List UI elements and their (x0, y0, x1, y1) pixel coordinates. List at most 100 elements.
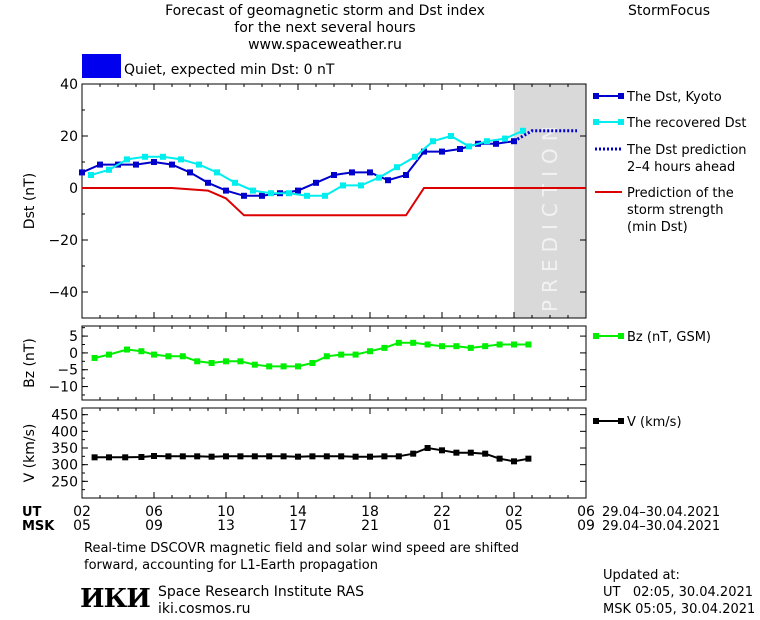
footer-note-line2: forward, accounting for L1-Earth propaga… (84, 558, 378, 573)
dst-series-1-point (394, 164, 400, 171)
dst-series-0-point (151, 159, 157, 165)
bz-chart: 50−5−10 Bz (nT) (22, 325, 587, 401)
dst-series-0-point (223, 187, 229, 194)
msk-tick-label: 13 (217, 518, 235, 534)
v-series-0-point (223, 453, 229, 460)
v-ytick-label: 350 (51, 441, 78, 457)
legend-label-5: V (km/s) (627, 415, 682, 430)
bz-series-0-point (280, 363, 287, 370)
bz-ytick-label: 5 (69, 329, 78, 345)
v-series-0-point (138, 454, 145, 460)
dst-series-1-point (502, 135, 508, 142)
v-ytick-label: 450 (51, 408, 78, 424)
legend-label-3: Prediction of the (627, 186, 734, 201)
dst-series-1-point (232, 179, 238, 186)
bz-series-0-point (439, 343, 445, 350)
dst-series-1-point (412, 153, 418, 160)
msk-tick-label: 05 (505, 518, 523, 534)
updated-msk: MSK 05:05, 30.04.2021 (603, 602, 756, 617)
dst-ytick-label: 40 (60, 77, 78, 93)
v-series-0-point (511, 458, 517, 465)
institute-site[interactable]: iki.cosmos.ru (158, 601, 251, 617)
bz-series-0-point (323, 353, 330, 360)
bz-series-0-point (106, 351, 112, 358)
dst-series-1-point (466, 143, 472, 150)
bz-series-0-point (309, 360, 316, 366)
bz-series-0-point (237, 358, 244, 365)
dst-series-0-point (493, 140, 499, 147)
dst-series-1-point (142, 153, 148, 160)
v-series-0-point (179, 453, 186, 460)
dst-chart: PREDICTION 40 20 0 −20 −40 Dst (nT) (22, 77, 587, 319)
dst-series-1-point (340, 182, 346, 189)
legend-marker-4 (618, 333, 624, 339)
v-series-0-point (453, 449, 460, 456)
v-ylabel: V (km/s) (22, 424, 38, 483)
legend-label-2-line2: 2–4 hours ahead (627, 160, 735, 175)
dst-series-0-point (169, 161, 175, 168)
dst-series-0-point (457, 146, 463, 152)
bz-series-0-point (511, 341, 517, 348)
bz-series-0-point (367, 348, 373, 355)
dst-series-1-point (250, 187, 256, 194)
dst-series-0-point (241, 192, 247, 199)
updated-ut: UT 02:05, 30.04.2021 (603, 585, 754, 600)
chart-title-line1: Forecast of geomagnetic storm and Dst in… (165, 3, 485, 19)
dst-series-1-point (214, 169, 220, 176)
legend-label-4: Bz (nT, GSM) (627, 330, 711, 345)
bz-series-0-point (208, 360, 215, 366)
legend-label-1: The recovered Dst (626, 116, 746, 131)
ut-tick-label: 02 (73, 504, 91, 520)
v-ytick-label: 400 (51, 424, 78, 440)
dst-series-1-point (286, 190, 292, 197)
v-series-0-point (424, 445, 431, 451)
dst-series-0-point (133, 161, 139, 168)
ut-tick-label: 06 (145, 504, 163, 520)
bz-series-0-point (395, 339, 402, 346)
dst-series-1-point (448, 133, 454, 139)
ut-tick-label: 22 (433, 504, 451, 520)
dst-series-1-point (520, 127, 526, 134)
v-series-0-point (106, 454, 112, 461)
v-series-0-point (482, 450, 489, 457)
dst-series-1-point (484, 138, 490, 145)
dst-series-0-point (403, 172, 409, 178)
prediction-band (514, 84, 586, 318)
v-series-0-point (280, 453, 287, 460)
v-series-0-point (266, 453, 273, 460)
v-series-0-point (309, 453, 316, 460)
ut-tick-label: 14 (289, 504, 307, 520)
bz-series-0-point (352, 351, 359, 358)
bz-series-0-point (194, 358, 201, 365)
v-frame (81, 407, 587, 499)
dst-ytick-label: −20 (48, 233, 78, 249)
legend-marker-5 (593, 418, 599, 424)
v-series-0-point (496, 455, 503, 462)
bz-series-0-point (381, 344, 388, 351)
bz-series-0-point (496, 341, 503, 348)
msk-tick-label: 09 (145, 518, 163, 534)
legend-marker-5 (618, 418, 624, 424)
dst-series-1-point (88, 172, 94, 178)
v-series-0-point (395, 453, 402, 460)
site-url[interactable]: www.spaceweather.ru (248, 37, 402, 53)
dst-series-1-point (160, 153, 166, 160)
msk-tick-label: 17 (289, 518, 307, 534)
bz-series-0-point (338, 351, 345, 358)
bz-series-0-point (91, 354, 98, 361)
bz-series-0-point (124, 346, 130, 353)
legend: The Dst, Kyoto The recovered Dst The Dst p… (593, 90, 747, 430)
v-series-0-point (194, 453, 201, 460)
legend-marker-0 (618, 93, 624, 99)
v-series-0-point (122, 454, 129, 461)
dst-series-0-point (367, 169, 373, 176)
v-series-0-point (295, 453, 301, 460)
dst-series-0-point (259, 192, 265, 199)
v-series-0-point (352, 453, 359, 460)
bz-ytick-label: −5 (57, 363, 78, 379)
bz-series-0-point (482, 343, 489, 350)
dst-series-1-point (106, 166, 112, 173)
bz-series-0-point (151, 351, 157, 358)
